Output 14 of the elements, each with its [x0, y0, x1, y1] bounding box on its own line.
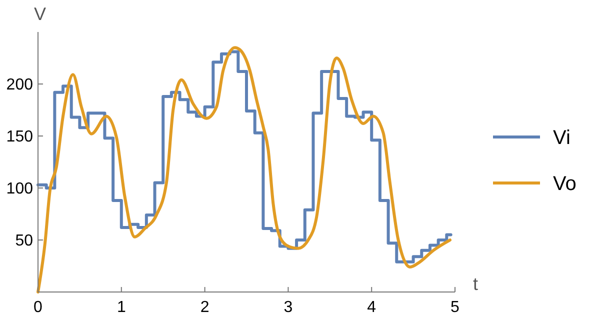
x-tick-label: 2	[200, 299, 210, 316]
x-tick-label: 5	[450, 299, 460, 316]
y-tick-label: 50	[15, 232, 34, 250]
y-axis-title: V	[34, 4, 46, 24]
x-axis-title: t	[473, 274, 478, 294]
y-tick-label: 200	[6, 76, 34, 94]
legend-label: Vo	[553, 173, 576, 195]
x-tick-label: 0	[34, 299, 43, 316]
y-tick-label: 150	[6, 128, 34, 146]
x-tick-label: 1	[116, 299, 126, 316]
x-tick-label: 4	[367, 299, 376, 316]
x-tick-label: 3	[284, 299, 293, 316]
y-tick-label: 100	[6, 180, 34, 198]
legend-label: Vi	[553, 127, 570, 149]
